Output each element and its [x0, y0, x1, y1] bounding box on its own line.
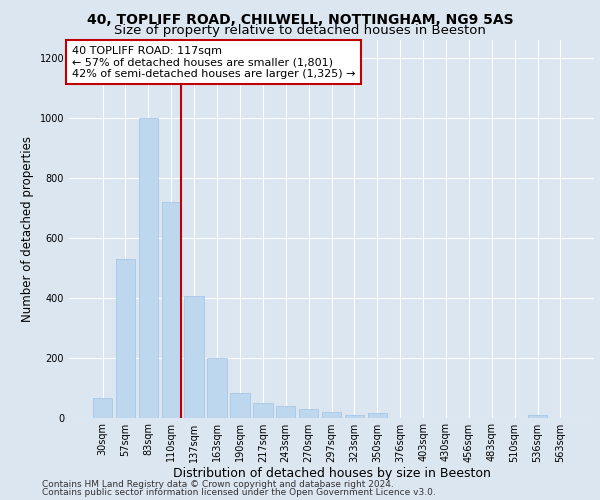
- Text: 40 TOPLIFF ROAD: 117sqm
← 57% of detached houses are smaller (1,801)
42% of semi: 40 TOPLIFF ROAD: 117sqm ← 57% of detache…: [71, 46, 355, 79]
- Bar: [276, 406, 295, 417]
- Bar: [299, 408, 319, 418]
- Bar: [344, 414, 364, 418]
- Bar: [253, 402, 272, 417]
- Text: 40, TOPLIFF ROAD, CHILWELL, NOTTINGHAM, NG9 5AS: 40, TOPLIFF ROAD, CHILWELL, NOTTINGHAM, …: [86, 12, 514, 26]
- Bar: [528, 415, 547, 418]
- Bar: [230, 393, 250, 417]
- Y-axis label: Number of detached properties: Number of detached properties: [21, 136, 34, 322]
- Bar: [139, 118, 158, 418]
- Bar: [116, 258, 135, 418]
- Bar: [208, 358, 227, 418]
- Bar: [368, 413, 387, 418]
- Text: Size of property relative to detached houses in Beeston: Size of property relative to detached ho…: [114, 24, 486, 37]
- Text: Contains public sector information licensed under the Open Government Licence v3: Contains public sector information licen…: [42, 488, 436, 497]
- Bar: [161, 202, 181, 418]
- Text: Contains HM Land Registry data © Crown copyright and database right 2024.: Contains HM Land Registry data © Crown c…: [42, 480, 394, 489]
- X-axis label: Distribution of detached houses by size in Beeston: Distribution of detached houses by size …: [173, 468, 490, 480]
- Bar: [93, 398, 112, 417]
- Bar: [184, 296, 204, 418]
- Bar: [322, 412, 341, 418]
